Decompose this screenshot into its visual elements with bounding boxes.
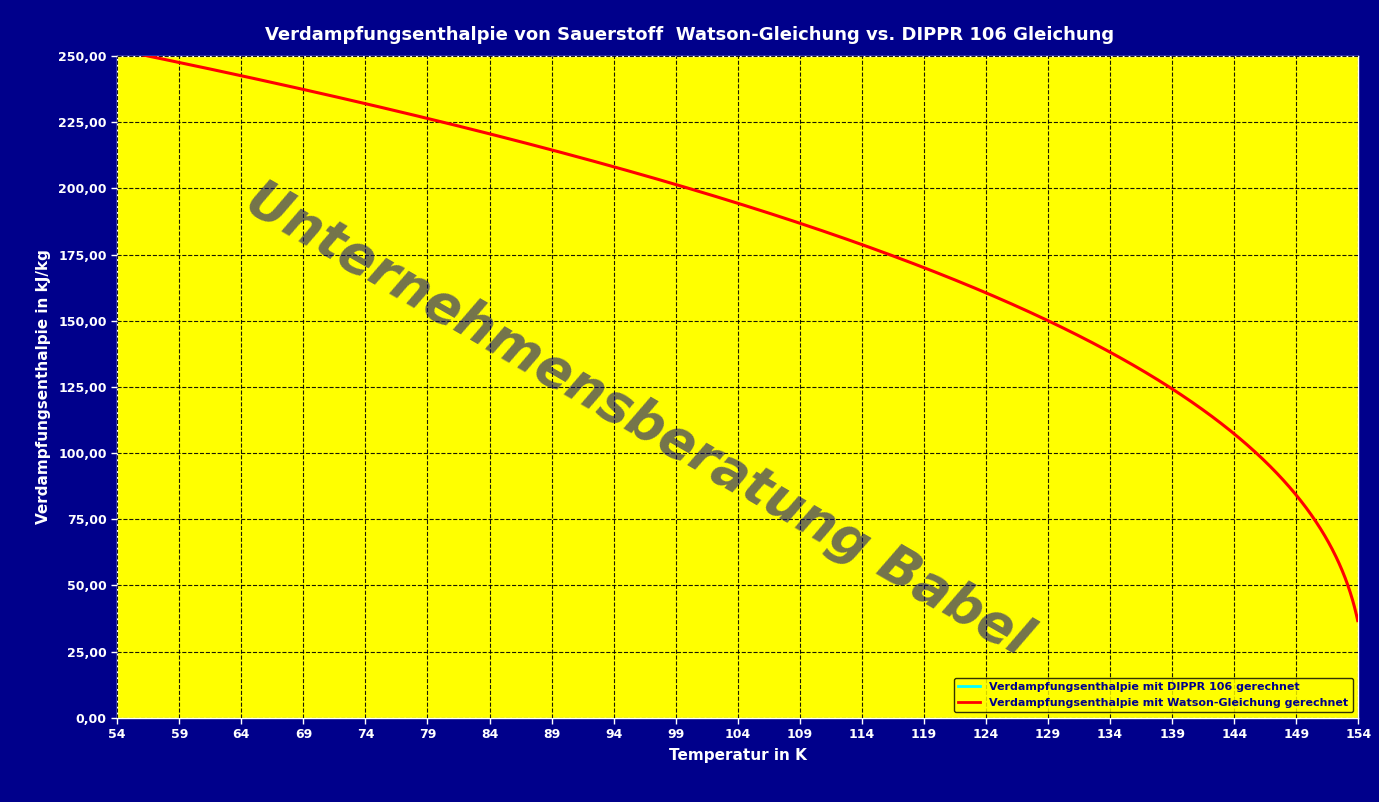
Verdampfungsenthalpie mit Watson-Gleichung gerechnet <box>1313 526 1329 536</box>
Line: Verdampfungsenthalpie mit Watson-Gleichung gerechnet: Verdampfungsenthalpie mit Watson-Gleichu… <box>117 50 1358 621</box>
Verdampfungsenthalpie mit Watson-Gleichung gerechnet <box>172 58 189 67</box>
Text: Unternehmensberatung Babel: Unternehmensberatung Babel <box>237 173 1040 666</box>
X-axis label: Temperatur in K: Temperatur in K <box>669 748 807 764</box>
Y-axis label: Verdampfungsenthalpie in kJ/kg: Verdampfungsenthalpie in kJ/kg <box>36 249 51 525</box>
Text: Verdampfungsenthalpie von Sauerstoff  Watson-Gleichung vs. DIPPR 106 Gleichung: Verdampfungsenthalpie von Sauerstoff Wat… <box>265 26 1114 43</box>
Verdampfungsenthalpie mit Watson-Gleichung gerechnet <box>712 193 728 203</box>
Verdampfungsenthalpie mit Watson-Gleichung gerechnet <box>1085 338 1102 348</box>
Legend: Verdampfungsenthalpie mit DIPPR 106 gerechnet, Verdampfungsenthalpie mit Watson-: Verdampfungsenthalpie mit DIPPR 106 gere… <box>954 678 1353 712</box>
Verdampfungsenthalpie mit Watson-Gleichung gerechnet <box>109 45 125 55</box>
Verdampfungsenthalpie mit Watson-Gleichung gerechnet <box>1350 616 1367 626</box>
Verdampfungsenthalpie mit Watson-Gleichung gerechnet <box>1313 525 1329 534</box>
Verdampfungsenthalpie mit Watson-Gleichung gerechnet <box>680 183 696 192</box>
